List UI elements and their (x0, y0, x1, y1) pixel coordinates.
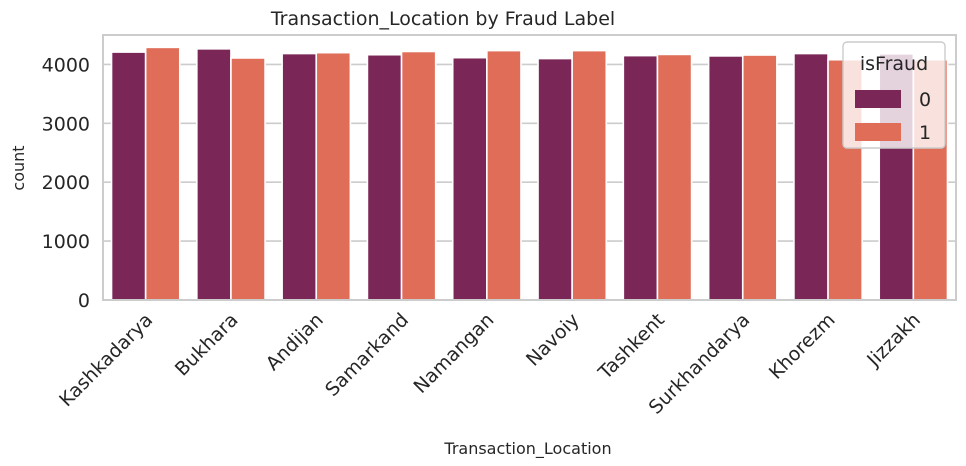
x-tick-label: Navoiy (522, 309, 584, 371)
bar-tashkent-isfraud-1 (656, 53, 693, 301)
x-tick-label: Tashkent (594, 309, 669, 384)
legend-label-1: 1 (919, 122, 931, 144)
bar-bukhara-isfraud-1 (230, 57, 266, 301)
bar-kashkadarya-isfraud-1 (144, 46, 181, 301)
y-tick-label: 0 (78, 290, 90, 312)
x-tick-label: Samarkand (321, 309, 413, 401)
bar-samarkand-isfraud-1 (400, 50, 437, 301)
legend-label-0: 0 (919, 89, 931, 111)
x-tick-label: Kashkadarya (55, 309, 157, 411)
bars (110, 46, 949, 301)
plot-frame (102, 34, 957, 301)
x-tick-label: Khorezm (765, 309, 840, 384)
legend-swatch-0 (855, 90, 901, 108)
x-tick-label: Jizzakh (862, 309, 925, 372)
bar-andijan-isfraud-1 (315, 51, 352, 301)
legend-swatch-1 (855, 123, 901, 141)
y-tick-label: 2000 (42, 172, 90, 194)
bar-samarkand-isfraud-0 (366, 53, 403, 301)
legend: isFraud 0 1 (842, 41, 946, 149)
bar-tashkent-isfraud-0 (622, 54, 659, 301)
y-tick-label: 4000 (42, 54, 90, 76)
bar-surkhandarya-isfraud-1 (741, 54, 778, 301)
y-tick-label: 3000 (42, 113, 90, 135)
x-tick-label: Namangan (409, 309, 498, 398)
bar-kashkadarya-isfraud-0 (110, 51, 147, 301)
bar-namangan-isfraud-1 (486, 49, 522, 301)
legend-title: isFraud (860, 53, 928, 75)
x-tick-label: Bukhara (171, 309, 243, 381)
y-axis-label: count (9, 145, 28, 190)
bar-surkhandarya-isfraud-0 (707, 55, 744, 301)
bar-navoiy-isfraud-1 (571, 49, 608, 301)
y-tick-label: 1000 (42, 231, 90, 253)
x-tick-label: Andijan (262, 309, 328, 375)
bar-andijan-isfraud-0 (281, 52, 318, 301)
bar-khorezm-isfraud-0 (793, 52, 829, 301)
x-axis-label: Transaction_Location (443, 439, 611, 459)
bar-navoiy-isfraud-0 (537, 57, 573, 301)
bar-bukhara-isfraud-0 (196, 48, 232, 301)
bar-namangan-isfraud-0 (451, 56, 488, 301)
chart-title: Transaction_Location by Fraud Label (270, 8, 615, 30)
